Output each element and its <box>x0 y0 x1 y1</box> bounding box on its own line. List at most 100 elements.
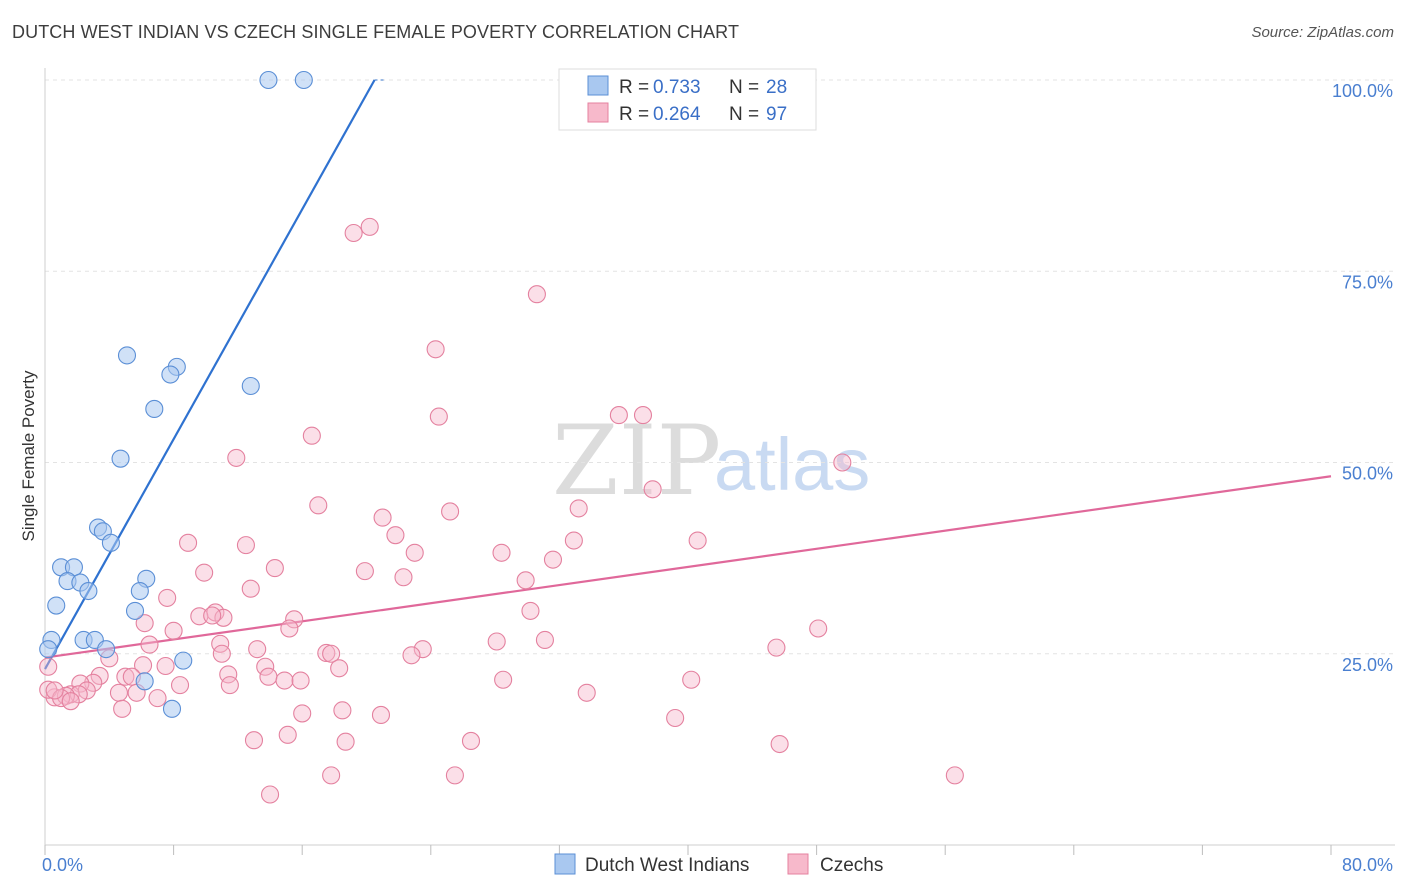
legend-r-value-2: 0.264 <box>653 104 701 125</box>
czechs-point <box>569 499 588 518</box>
gridlines <box>45 79 1395 655</box>
legend-swatch-pink <box>587 102 609 123</box>
czechs-point <box>322 766 341 785</box>
czechs-point <box>521 601 540 620</box>
czechs-point <box>394 568 413 587</box>
czechs-point <box>633 406 653 425</box>
czechs-point <box>275 671 294 690</box>
czechs-point <box>336 732 355 751</box>
legend-n-value-1: 28 <box>766 77 787 98</box>
czechs-point <box>45 681 64 700</box>
dutch-west-indians-point <box>125 601 145 620</box>
czechs-point <box>260 785 280 804</box>
trend-line-czechs <box>44 475 1332 659</box>
czechs-point <box>227 448 246 467</box>
czechs-point <box>293 704 312 723</box>
y-tick-labels: 100.0% 75.0% 50.0% 25.0% <box>1332 81 1393 675</box>
czechs-point <box>535 630 554 650</box>
y-tick-label-75: 75.0% <box>1342 272 1393 292</box>
czechs-point <box>543 550 563 569</box>
czechs-point <box>113 699 132 718</box>
czechs-point <box>265 559 284 578</box>
czechs-point <box>945 766 964 785</box>
czechs-point <box>190 607 209 626</box>
legend-label-czechs: Czechs <box>820 855 883 876</box>
czechs-point <box>355 562 374 581</box>
dutch-west-indians-point <box>162 699 182 718</box>
czechs-point <box>158 588 177 607</box>
axes <box>44 68 1395 855</box>
x-tick-label-max: 80.0% <box>1342 855 1393 875</box>
czechs-point <box>405 543 424 562</box>
dutch-west-indians-point <box>117 346 137 365</box>
czechs-point <box>244 731 264 750</box>
czechs-point <box>291 671 310 690</box>
czechs-point <box>487 632 506 651</box>
czechs-point <box>109 683 128 702</box>
dutch-west-indians-point <box>259 70 278 90</box>
czechs-point <box>236 536 255 555</box>
legend-label-dutch-west-indians: Dutch West Indians <box>585 855 749 876</box>
dutch-west-indians-point <box>145 399 164 419</box>
dutch-west-indians-point <box>39 640 58 659</box>
czechs-point <box>39 680 58 699</box>
czechs-point <box>148 689 167 708</box>
legend-series: Dutch West Indians Czechs <box>554 853 883 876</box>
czechs-point <box>56 686 75 705</box>
y-tick-label-100: 100.0% <box>1332 81 1393 101</box>
dutch-west-indians-point <box>174 651 193 670</box>
trend-line-dutch-west-indians <box>44 79 376 670</box>
dutch-west-indians-point <box>241 376 260 396</box>
czechs-point <box>84 673 103 692</box>
czechs-point <box>413 640 432 659</box>
czechs-point <box>203 606 222 625</box>
czechs-point <box>61 692 80 711</box>
czechs-point <box>688 531 707 550</box>
czechs-point <box>322 644 341 663</box>
czechs-point <box>682 670 701 689</box>
dutch-west-indians-point <box>79 581 98 601</box>
czechs-point <box>402 646 421 665</box>
czechs-point <box>135 614 154 633</box>
czechs-point <box>330 659 349 678</box>
legend-swatch-czechs <box>787 853 809 875</box>
chart-title: DUTCH WEST INDIAN VS CZECH SINGLE FEMALE… <box>12 22 740 42</box>
czechs-point <box>373 508 392 527</box>
czechs-point <box>770 734 789 754</box>
czechs-point <box>609 406 628 425</box>
czechs-point <box>302 426 321 445</box>
czechs-point <box>344 223 363 243</box>
czechs-point <box>278 725 297 744</box>
czechs-point <box>371 705 391 725</box>
czechs-point <box>259 667 278 686</box>
czechs-point <box>214 608 233 627</box>
dutch-west-indians-point <box>47 596 66 615</box>
czechs-point <box>220 676 239 695</box>
czechs-point <box>140 635 159 654</box>
czechs-point <box>527 285 546 304</box>
czechs-point <box>333 701 352 720</box>
czechs-point <box>317 643 336 663</box>
czechs-point <box>280 619 299 638</box>
czechs-point <box>461 731 481 751</box>
legend-n-value-2: 97 <box>766 104 787 125</box>
legend-swatch-dutch-west-indians <box>554 853 576 875</box>
czechs-point <box>666 708 685 728</box>
y-tick-label-50: 50.0% <box>1342 464 1393 484</box>
czechs-point <box>767 638 786 657</box>
czechs-point <box>360 217 379 236</box>
dutch-west-indians-point <box>97 640 116 659</box>
legend-stats: R = 0.733 N = 28 R = 0.264 N = 97 <box>558 68 817 131</box>
czechs-point <box>809 619 828 638</box>
czechs-point <box>494 670 513 689</box>
czechs-point <box>39 657 58 676</box>
czechs-point <box>52 689 71 708</box>
czechs-point <box>577 683 596 702</box>
czechs-point <box>492 543 511 562</box>
czechs-point <box>564 531 583 550</box>
czechs-point <box>441 502 460 521</box>
czechs-point <box>241 579 260 598</box>
source-label: Source: ZipAtlas.com <box>1251 24 1394 41</box>
czechs-point <box>164 621 183 640</box>
